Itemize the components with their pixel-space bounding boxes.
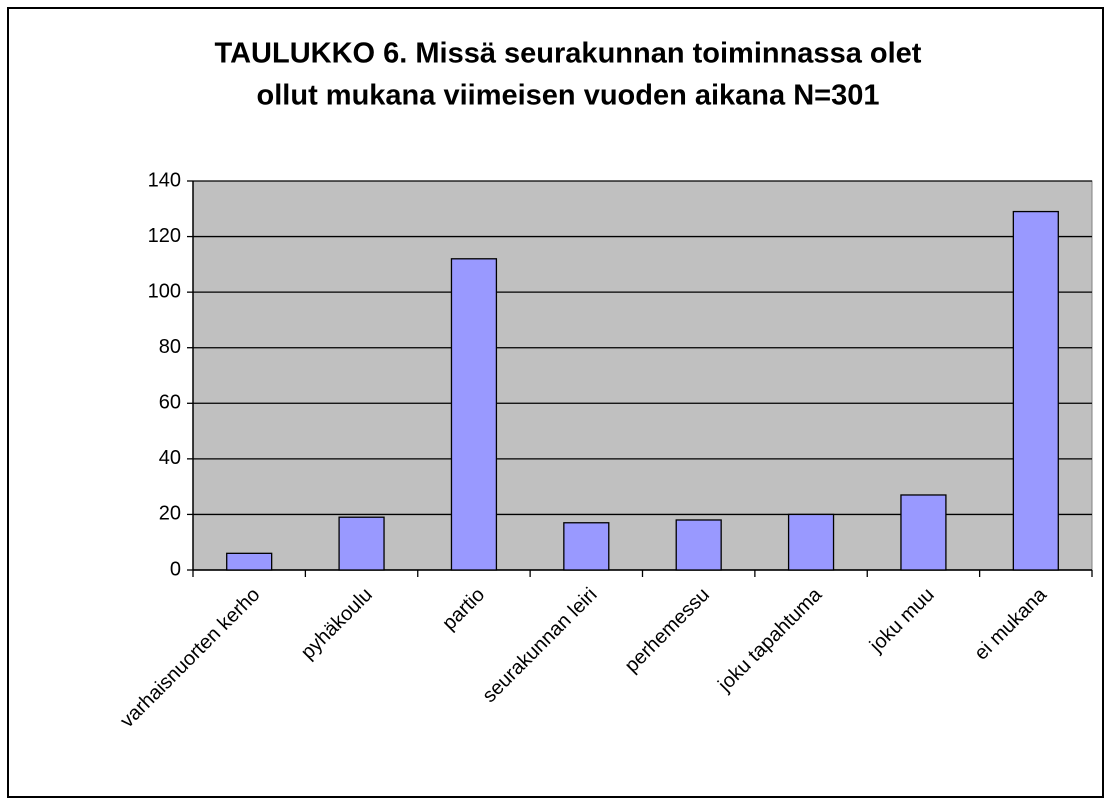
bar xyxy=(450,258,498,571)
bar xyxy=(900,494,947,571)
bar xyxy=(563,522,610,571)
y-tick-label: 40 xyxy=(159,447,181,469)
bar xyxy=(787,513,835,571)
y-tick-label: 60 xyxy=(159,392,181,414)
bar xyxy=(1012,210,1059,571)
y-tick-label: 100 xyxy=(148,280,181,302)
bar xyxy=(675,519,722,571)
plot-area xyxy=(192,180,1093,571)
y-tick-label: 0 xyxy=(170,558,181,580)
bar xyxy=(226,552,273,571)
y-tick-label: 80 xyxy=(159,336,181,358)
y-tick-label: 140 xyxy=(148,169,181,191)
y-tick-label: 120 xyxy=(148,225,181,247)
chart-title: ollut mukana viimeisen vuoden aikana N=3… xyxy=(257,80,880,112)
bar xyxy=(338,516,385,571)
y-tick-label: 20 xyxy=(159,503,181,525)
chart-title: TAULUKKO 6. Missä seurakunnan toiminnass… xyxy=(215,38,922,70)
